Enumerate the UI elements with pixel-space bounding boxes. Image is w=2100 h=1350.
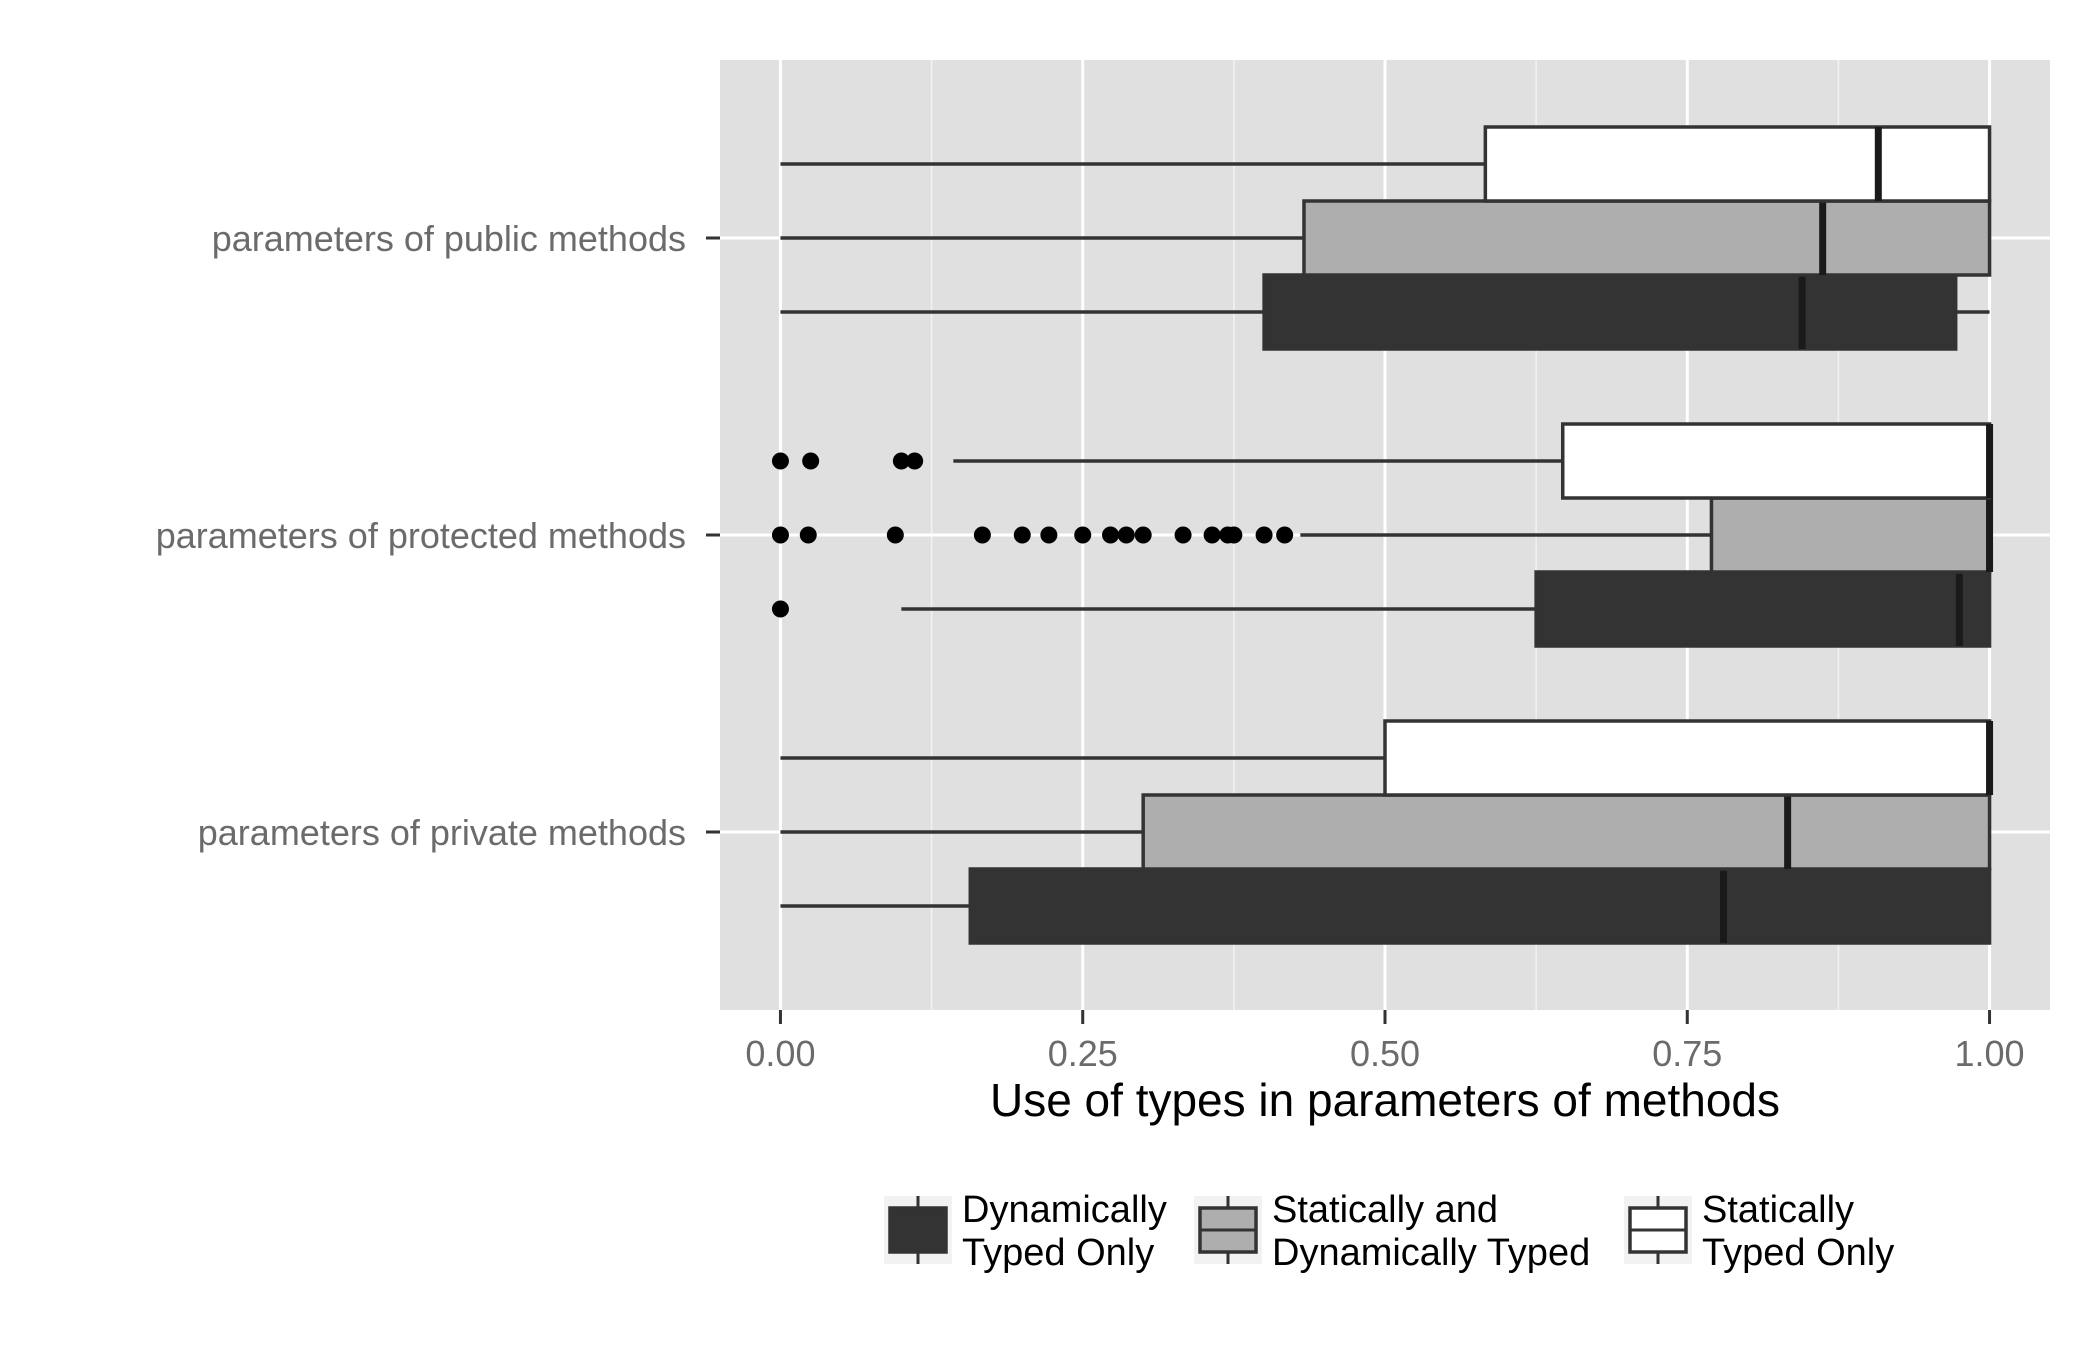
box	[1302, 199, 1992, 277]
x-tick-label: 0.75	[1652, 1033, 1722, 1074]
outlier-point	[1013, 526, 1031, 544]
x-tick-label: 0.50	[1350, 1033, 1420, 1074]
outlier-point	[892, 452, 910, 470]
x-axis: 0.00 0.25 0.50 0.75 1.00	[745, 1010, 2025, 1074]
y-axis: parameters of public methods parameters o…	[156, 218, 720, 853]
box	[1383, 719, 1992, 797]
box	[1709, 496, 1992, 574]
legend-label-line: Dynamically	[962, 1189, 1167, 1231]
box-group	[771, 570, 1992, 648]
box-group	[780, 273, 1990, 351]
box	[1534, 570, 1992, 648]
outlier-point	[1225, 526, 1243, 544]
x-tick-label: 1.00	[1955, 1033, 2025, 1074]
legend-label-line: Statically	[1702, 1189, 1854, 1231]
y-tick-label: parameters of protected methods	[156, 515, 686, 556]
box-group	[780, 719, 1994, 797]
outlier-point	[1040, 526, 1058, 544]
outlier-point	[886, 526, 904, 544]
legend-label-line: Typed Only	[1702, 1232, 1894, 1274]
outlier-point	[1255, 526, 1273, 544]
outlier-point	[1174, 526, 1192, 544]
outlier-point	[1134, 526, 1152, 544]
box	[1483, 125, 1992, 203]
outlier-point	[1276, 526, 1294, 544]
box	[1262, 273, 1958, 351]
box	[968, 867, 1992, 945]
x-tick-label: 0.00	[745, 1033, 815, 1074]
box-group	[780, 125, 1992, 203]
outlier-point	[1074, 526, 1092, 544]
outlier-point	[799, 526, 817, 544]
box-group	[771, 422, 1994, 500]
outlier-point	[906, 452, 924, 470]
box-group	[780, 793, 1992, 871]
y-tick-label: parameters of private methods	[198, 812, 686, 853]
outlier-point	[771, 452, 789, 470]
legend-label-line: Dynamically Typed	[1272, 1232, 1590, 1274]
y-tick-label: parameters of public methods	[212, 218, 686, 259]
box-plots	[771, 125, 1994, 945]
outlier-point	[973, 526, 991, 544]
x-tick-label: 0.25	[1048, 1033, 1118, 1074]
outlier-point	[1203, 526, 1221, 544]
outlier-point	[771, 600, 789, 618]
box-group	[780, 867, 1992, 945]
legend-label-line: Statically and	[1272, 1189, 1498, 1231]
outlier-point	[771, 526, 789, 544]
box-group	[780, 199, 1992, 277]
legend-label-line: Typed Only	[962, 1232, 1154, 1274]
box	[1141, 793, 1992, 871]
box-group	[771, 496, 1994, 574]
box	[1560, 422, 1992, 500]
outlier-point	[802, 452, 820, 470]
x-axis-title: Use of types in parameters of methods	[990, 1074, 1780, 1126]
outlier-point	[1102, 526, 1120, 544]
outlier-point	[1117, 526, 1135, 544]
